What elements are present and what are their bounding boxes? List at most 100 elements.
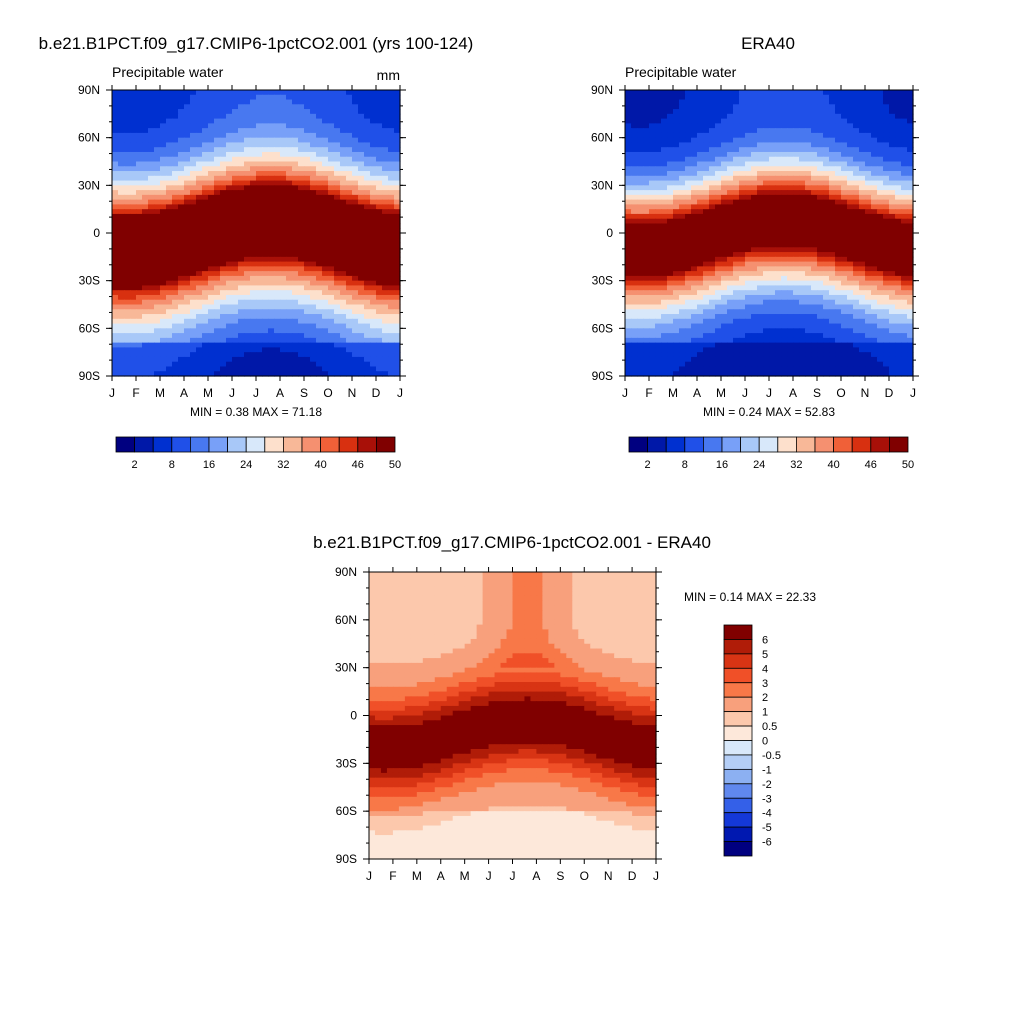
field-cell bbox=[763, 275, 770, 282]
field-cell bbox=[136, 185, 143, 191]
field-cell bbox=[136, 347, 143, 353]
field-cell bbox=[358, 347, 365, 353]
field-cell bbox=[751, 271, 758, 277]
field-cell bbox=[160, 299, 167, 306]
field-cell bbox=[370, 109, 377, 115]
field-cell bbox=[883, 185, 890, 191]
field-cell bbox=[214, 180, 221, 186]
field-cell bbox=[631, 137, 638, 144]
field-cell bbox=[841, 128, 848, 134]
field-cell bbox=[190, 147, 197, 153]
field-cell bbox=[340, 337, 347, 344]
field-cell bbox=[757, 247, 764, 253]
field-cell bbox=[649, 285, 656, 291]
field-cell bbox=[208, 199, 215, 205]
field-cell bbox=[709, 199, 716, 205]
field-cell bbox=[214, 371, 221, 377]
field-cell bbox=[148, 275, 155, 282]
field-cell bbox=[901, 171, 908, 177]
field-cell bbox=[226, 128, 233, 134]
field-cell bbox=[370, 128, 377, 134]
field-cell bbox=[166, 104, 173, 110]
field-cell bbox=[697, 209, 704, 215]
field-cell bbox=[328, 252, 335, 258]
field-cell bbox=[388, 318, 395, 325]
field-cell bbox=[871, 142, 878, 148]
field-cell bbox=[292, 223, 299, 229]
field-cell bbox=[262, 194, 269, 201]
field-cell bbox=[370, 342, 377, 348]
field-cell bbox=[220, 366, 227, 372]
field-cell bbox=[310, 280, 317, 287]
field-cell bbox=[352, 275, 359, 282]
field-cell bbox=[298, 309, 305, 315]
field-cell bbox=[334, 237, 341, 244]
field-cell bbox=[178, 352, 185, 358]
field-cell bbox=[346, 190, 353, 196]
field-cell bbox=[280, 113, 287, 120]
field-cell bbox=[334, 213, 341, 220]
field-cell bbox=[889, 147, 896, 153]
field-cell bbox=[154, 113, 161, 120]
field-cell bbox=[757, 147, 764, 153]
field-cell bbox=[172, 304, 179, 310]
field-cell bbox=[721, 223, 728, 229]
field-cell bbox=[655, 171, 662, 177]
field-cell bbox=[691, 223, 698, 229]
field-cell bbox=[715, 261, 722, 267]
field-cell bbox=[376, 175, 383, 182]
field-cell bbox=[304, 99, 311, 105]
field-cell bbox=[853, 233, 860, 239]
field-cell bbox=[196, 104, 203, 110]
field-cell bbox=[118, 104, 125, 110]
field-cell bbox=[328, 347, 335, 353]
field-cell bbox=[394, 213, 401, 220]
x-tick-label: M bbox=[203, 386, 213, 400]
field-cell bbox=[184, 228, 191, 234]
field-cell bbox=[208, 337, 215, 344]
field-cell bbox=[805, 180, 812, 186]
field-cell bbox=[907, 180, 914, 186]
field-cell bbox=[130, 342, 137, 348]
field-cell bbox=[298, 233, 305, 239]
field-cell bbox=[703, 223, 710, 229]
field-cell bbox=[280, 247, 287, 253]
field-cell bbox=[643, 242, 650, 248]
field-cell bbox=[871, 104, 878, 110]
field-cell bbox=[262, 309, 269, 315]
field-cell bbox=[811, 185, 818, 191]
field-cell bbox=[226, 171, 233, 177]
field-cell bbox=[340, 299, 347, 306]
field-cell bbox=[130, 323, 137, 329]
field-cell bbox=[304, 371, 311, 377]
field-cell bbox=[901, 180, 908, 186]
field-cell bbox=[262, 94, 269, 101]
field-cell bbox=[262, 366, 269, 372]
field-cell bbox=[352, 156, 359, 163]
field-cell bbox=[166, 275, 173, 282]
field-cell bbox=[202, 285, 209, 291]
field-cell bbox=[316, 347, 323, 353]
field-cell bbox=[823, 275, 830, 282]
field-cell bbox=[286, 233, 293, 239]
field-cell bbox=[136, 118, 143, 124]
field-cell bbox=[715, 285, 722, 291]
field-cell bbox=[775, 204, 782, 210]
field-cell bbox=[793, 147, 800, 153]
field-cell bbox=[352, 204, 359, 210]
field-cell bbox=[154, 309, 161, 315]
field-cell bbox=[370, 180, 377, 186]
field-cell bbox=[859, 113, 866, 120]
field-cell bbox=[769, 132, 776, 139]
field-cell bbox=[889, 209, 896, 215]
field-cell bbox=[274, 94, 281, 101]
field-cell bbox=[268, 171, 275, 177]
field-cell bbox=[691, 209, 698, 215]
field-cell bbox=[673, 185, 680, 191]
field-cell bbox=[859, 99, 866, 105]
field-cell bbox=[334, 209, 341, 215]
field-cell bbox=[166, 280, 173, 287]
field-cell bbox=[811, 132, 818, 139]
field-cell bbox=[631, 90, 638, 96]
field-cell bbox=[130, 299, 137, 306]
